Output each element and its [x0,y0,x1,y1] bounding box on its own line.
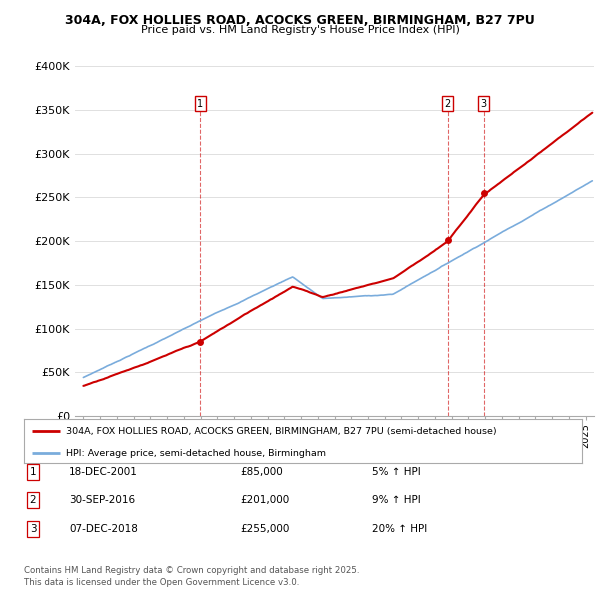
Text: 07-DEC-2018: 07-DEC-2018 [69,524,138,533]
Text: 18-DEC-2001: 18-DEC-2001 [69,467,138,477]
Text: 3: 3 [481,99,487,109]
Text: 30-SEP-2016: 30-SEP-2016 [69,496,135,505]
Text: 20% ↑ HPI: 20% ↑ HPI [372,524,427,533]
Text: HPI: Average price, semi-detached house, Birmingham: HPI: Average price, semi-detached house,… [66,449,326,458]
Text: 5% ↑ HPI: 5% ↑ HPI [372,467,421,477]
Text: 304A, FOX HOLLIES ROAD, ACOCKS GREEN, BIRMINGHAM, B27 7PU (semi-detached house): 304A, FOX HOLLIES ROAD, ACOCKS GREEN, BI… [66,427,496,436]
Text: 1: 1 [29,467,37,477]
Text: Contains HM Land Registry data © Crown copyright and database right 2025.
This d: Contains HM Land Registry data © Crown c… [24,566,359,587]
Text: 2: 2 [445,99,451,109]
Text: Price paid vs. HM Land Registry's House Price Index (HPI): Price paid vs. HM Land Registry's House … [140,25,460,35]
Text: 3: 3 [29,524,37,533]
Text: 2: 2 [29,496,37,505]
Text: £255,000: £255,000 [240,524,289,533]
Text: £85,000: £85,000 [240,467,283,477]
Text: 304A, FOX HOLLIES ROAD, ACOCKS GREEN, BIRMINGHAM, B27 7PU: 304A, FOX HOLLIES ROAD, ACOCKS GREEN, BI… [65,14,535,27]
Text: 9% ↑ HPI: 9% ↑ HPI [372,496,421,505]
Text: £201,000: £201,000 [240,496,289,505]
Text: 1: 1 [197,99,203,109]
